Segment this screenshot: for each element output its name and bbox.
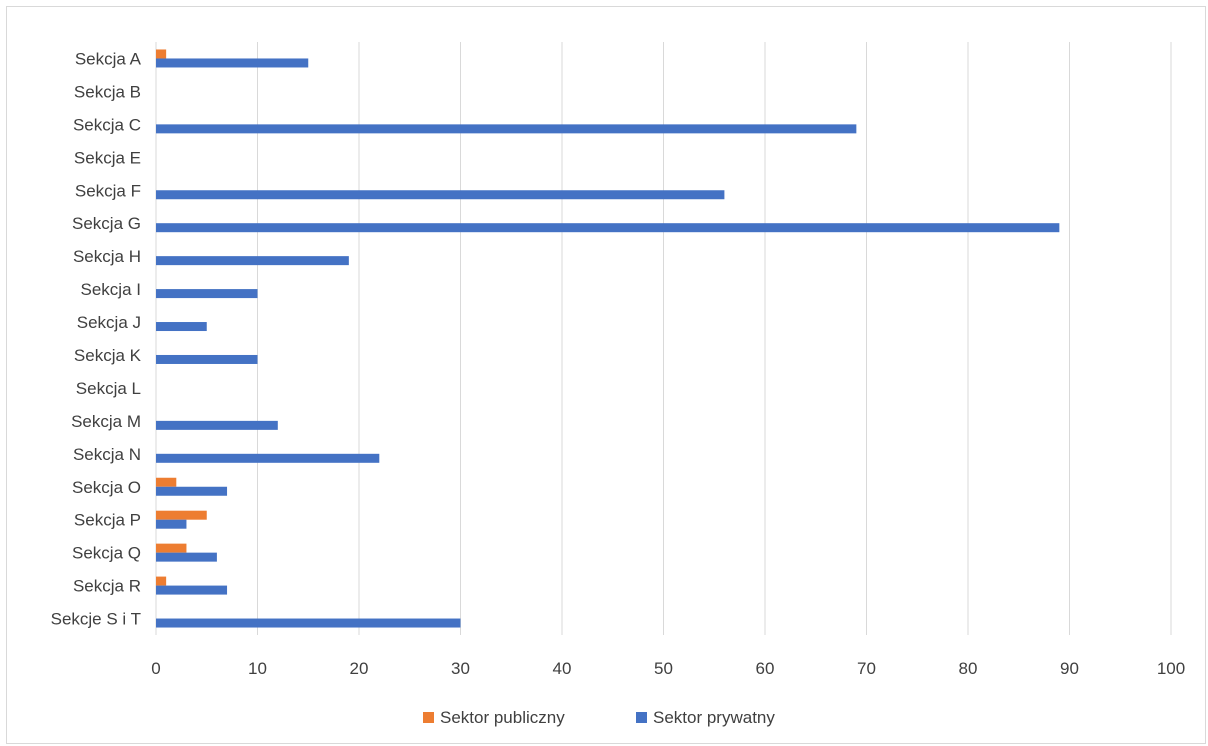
- bars: [156, 49, 1060, 628]
- category-label: Sekcja R: [73, 577, 141, 596]
- gridlines: [155, 42, 1172, 635]
- legend: Sektor publiczny Sektor prywatny: [423, 708, 775, 727]
- chart-frame: Sekcja A Sekcja B Sekcja C Sekcja E Sekcja F…: [6, 6, 1206, 744]
- bar-sektor-prywatny: [156, 486, 228, 496]
- category-label: Sekcje S i T: [51, 610, 141, 629]
- category-label: Sekcja F: [75, 181, 141, 200]
- category-label: Sekcja I: [81, 280, 141, 299]
- category-label: Sekcja M: [71, 412, 141, 431]
- category-label: Sekcja B: [74, 82, 141, 101]
- category-label: Sekcja E: [74, 148, 141, 167]
- x-tick-label: 60: [756, 659, 775, 678]
- x-tick-label: 20: [350, 659, 369, 678]
- legend-swatch: [636, 712, 647, 723]
- x-tick-labels: 0 10 20 30 40 50 60 70 80 90 100: [151, 659, 1185, 678]
- legend-swatch: [423, 712, 434, 723]
- bar-sektor-prywatny: [156, 453, 380, 463]
- x-tick-label: 40: [553, 659, 572, 678]
- category-label: Sekcja C: [73, 115, 141, 134]
- x-tick-label: 90: [1060, 659, 1079, 678]
- bar-sektor-prywatny: [156, 618, 461, 628]
- bar-sektor-prywatny: [156, 58, 309, 68]
- bar-sektor-prywatny: [156, 190, 725, 200]
- category-label: Sekcja G: [72, 214, 141, 233]
- bar-sektor-publiczny: [156, 576, 167, 586]
- category-label: Sekcja J: [77, 313, 141, 332]
- bar-sektor-prywatny: [156, 256, 349, 266]
- legend-label: Sektor prywatny: [653, 708, 775, 727]
- bar-sektor-publiczny: [156, 477, 177, 487]
- category-label: Sekcja A: [75, 49, 142, 68]
- bar-sektor-prywatny: [156, 420, 278, 430]
- bar-sektor-publiczny: [156, 543, 187, 553]
- bar-sektor-publiczny: [156, 510, 207, 520]
- x-tick-label: 30: [451, 659, 470, 678]
- category-label: Sekcja H: [73, 247, 141, 266]
- category-label: Sekcja Q: [72, 544, 141, 563]
- x-tick-label: 80: [959, 659, 978, 678]
- category-label: Sekcja O: [72, 478, 141, 497]
- bar-sektor-prywatny: [156, 223, 1060, 233]
- x-tick-label: 0: [151, 659, 160, 678]
- legend-label: Sektor publiczny: [440, 708, 565, 727]
- category-label: Sekcja N: [73, 445, 141, 464]
- bar-sektor-prywatny: [156, 124, 857, 134]
- x-tick-label: 70: [857, 659, 876, 678]
- category-label: Sekcja P: [74, 511, 141, 530]
- bar-chart: Sekcja A Sekcja B Sekcja C Sekcja E Sekcja F…: [51, 42, 1185, 727]
- category-label: Sekcja L: [76, 379, 141, 398]
- bar-sektor-prywatny: [156, 289, 258, 299]
- x-tick-label: 100: [1157, 659, 1185, 678]
- category-label: Sekcja K: [74, 346, 142, 365]
- bar-sektor-publiczny: [156, 49, 167, 59]
- bar-sektor-prywatny: [156, 354, 258, 364]
- x-tick-label: 50: [654, 659, 673, 678]
- category-labels: Sekcja A Sekcja B Sekcja C Sekcja E Sekcja F…: [51, 49, 142, 628]
- bar-sektor-prywatny: [156, 519, 187, 529]
- bar-sektor-prywatny: [156, 552, 217, 562]
- bar-sektor-prywatny: [156, 585, 228, 595]
- bar-sektor-prywatny: [156, 322, 207, 332]
- x-tick-label: 10: [248, 659, 267, 678]
